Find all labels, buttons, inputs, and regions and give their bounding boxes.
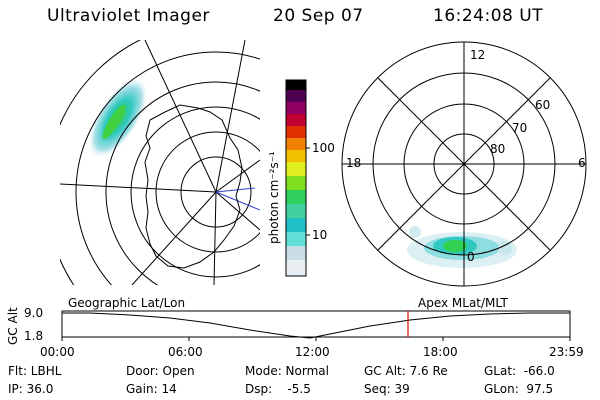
- instrument-title: Ultraviolet Imager: [47, 6, 210, 26]
- polar-plot: [341, 41, 587, 287]
- mlt-label-12: 12: [470, 48, 486, 62]
- timeline-ytick-1-8: 1.8: [24, 329, 44, 343]
- info-glat: GLat: -66.0: [484, 364, 555, 378]
- timeline-axis-title: GC Alt: [6, 307, 20, 345]
- map-coastline: [144, 104, 243, 269]
- map-meridians: [60, 40, 260, 285]
- mlt-label-6: 6: [578, 156, 586, 170]
- colorbar-unit-label: photon cm⁻²s⁻¹: [267, 151, 281, 244]
- info-glon: GLon: 97.5: [484, 382, 554, 396]
- date-label: 20 Sep 07: [273, 6, 364, 26]
- timeline-xtick-1200: 12:00: [295, 345, 330, 359]
- info-ip: IP: 36.0: [8, 382, 54, 396]
- timeline-xtick-1800: 18:00: [423, 345, 458, 359]
- timeline-xtick-0600: 06:00: [168, 345, 203, 359]
- map-blue-lines: [215, 187, 260, 211]
- colorbar-tick-10: 10: [312, 228, 328, 242]
- info-flt: Flt: LBHL: [8, 364, 62, 378]
- colorbar-tick-100: 100: [312, 141, 335, 155]
- info-door: Door: Open: [126, 364, 195, 378]
- color-bar: [285, 79, 310, 277]
- info-mode: Mode: Normal: [245, 364, 329, 378]
- mlt-label-0: 0: [467, 250, 475, 264]
- lat-label-70: 70: [512, 121, 528, 135]
- altitude-curve: [62, 312, 570, 339]
- map-aurora-core: [102, 104, 126, 140]
- timeline-left-label: Geographic Lat/Lon: [68, 296, 186, 310]
- info-gcalt: GC Alt: 7.6 Re: [364, 364, 448, 378]
- time-label: 16:24:08 UT: [433, 6, 544, 26]
- timeline-plot: [61, 310, 571, 341]
- map-lat-circles: [60, 40, 260, 285]
- info-gain: Gain: 14: [126, 382, 177, 396]
- geographic-map: [60, 40, 260, 285]
- info-seq: Seq: 39: [364, 382, 410, 396]
- timeline-xtick-2359: 23:59: [549, 345, 584, 359]
- timeline-right-label: Apex MLat/MLT: [418, 296, 508, 310]
- info-dsp: Dsp: -5.5: [245, 382, 311, 396]
- mlt-label-18: 18: [346, 156, 362, 170]
- timeline-xtick-0000: 00:00: [40, 345, 75, 359]
- lat-label-80: 80: [490, 142, 506, 156]
- timeline-ytick-9: 9.0: [24, 306, 44, 320]
- lat-label-60: 60: [535, 98, 551, 112]
